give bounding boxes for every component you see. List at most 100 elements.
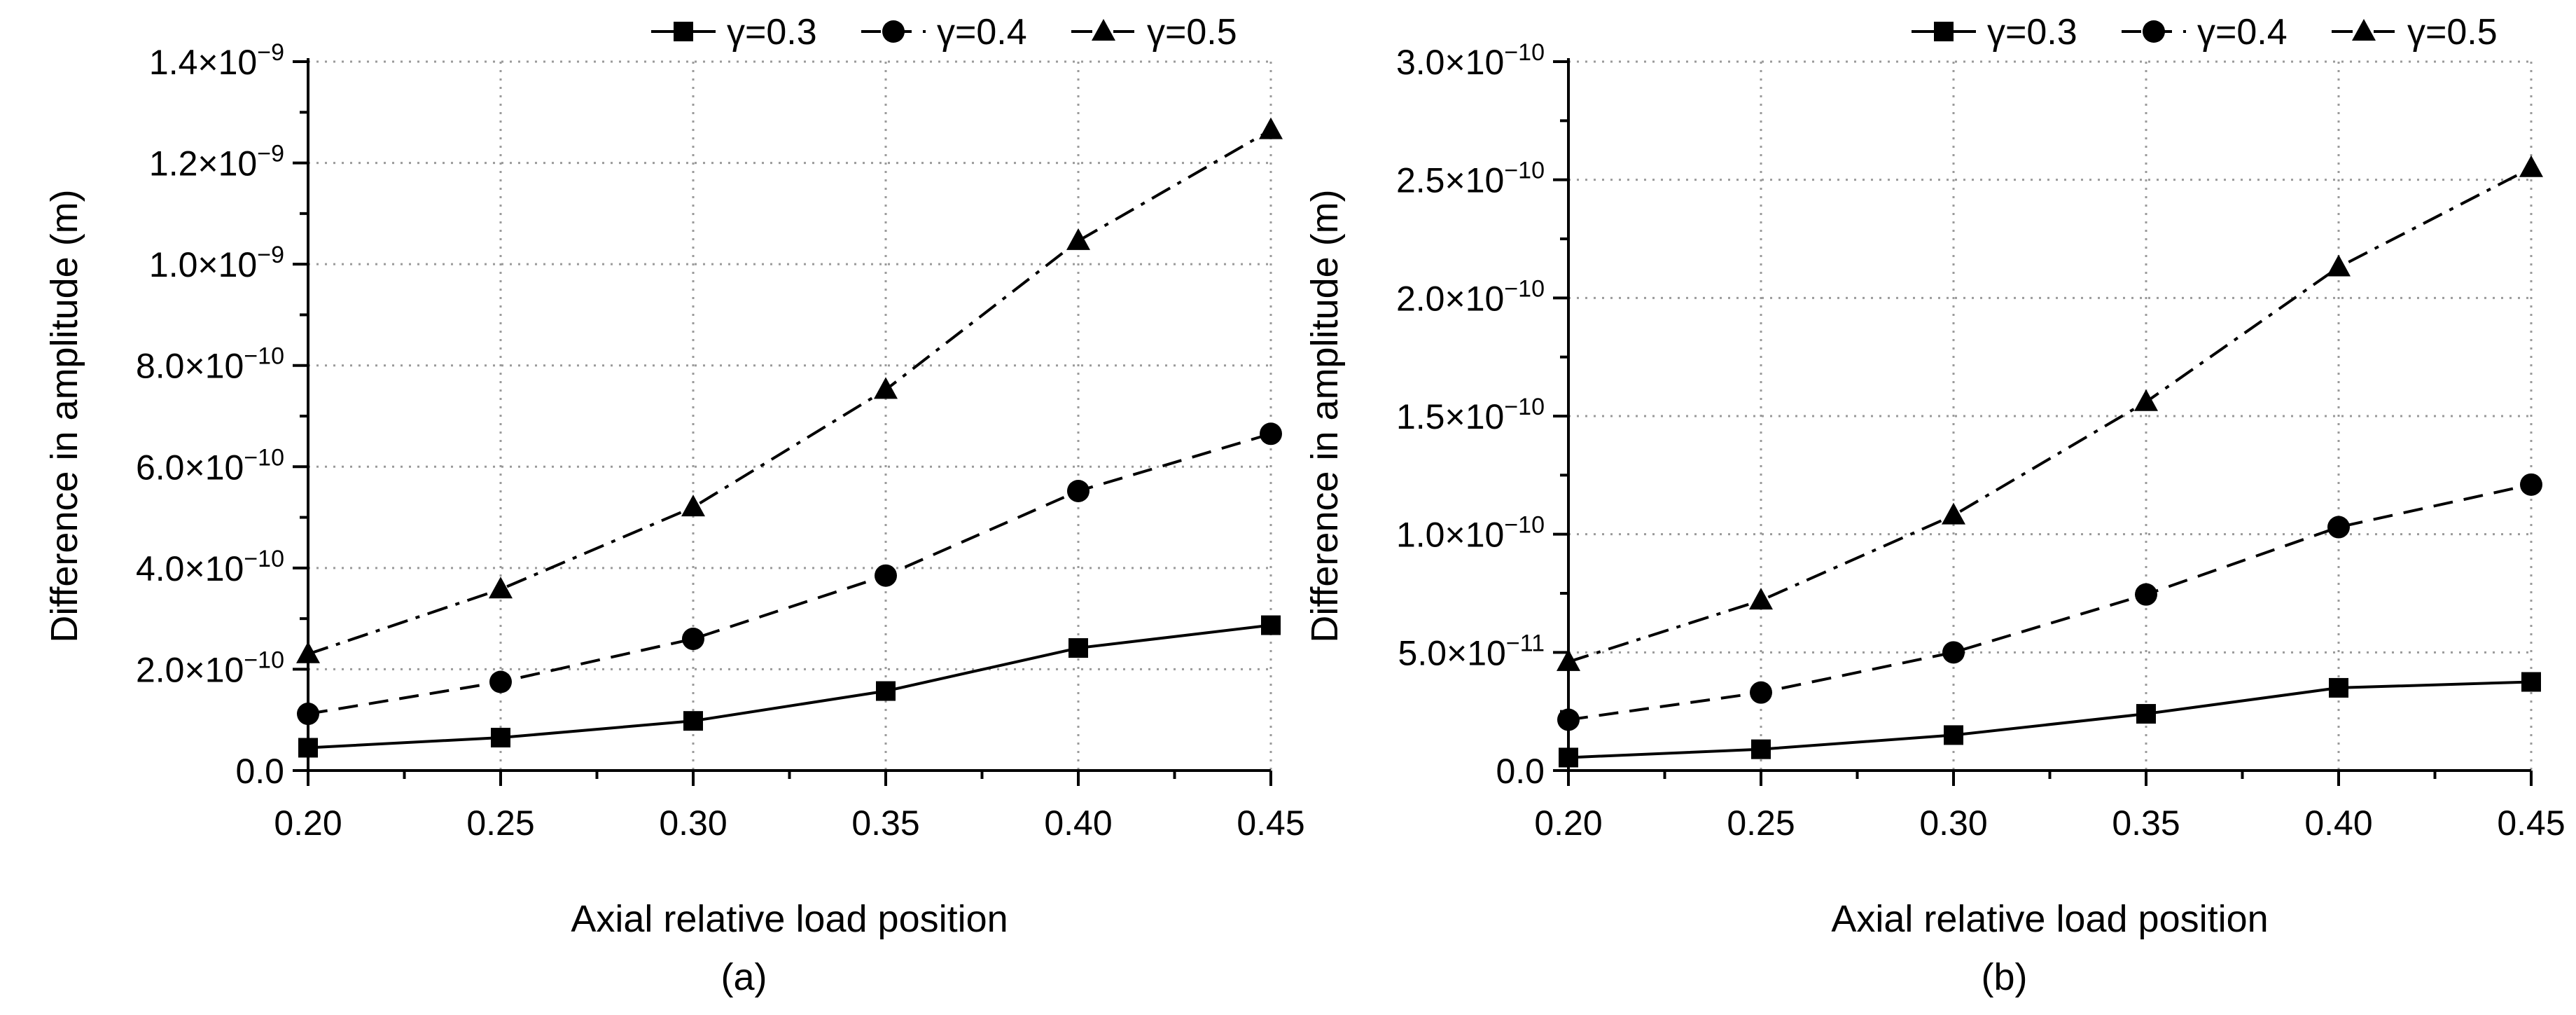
x-tick-label: 0.30 [659,803,727,843]
y-tick-exponent: −10 [244,647,284,673]
panel-label: (b) [1982,956,2028,998]
x-tick-label: 0.25 [466,803,534,843]
x-tick-label: 0.30 [1919,803,1987,843]
panel-label: (a) [721,956,767,998]
y-tick-exponent: −10 [1504,394,1545,420]
data-point [875,564,897,587]
y-tick-exponent: −11 [1506,630,1545,656]
y-tick-exponent: −10 [1504,275,1545,302]
y-tick-label: 2.0×10−10 [1396,275,1545,318]
y-tick-mantissa: 2.5×10 [1396,161,1504,200]
x-tick-label: 0.35 [851,803,919,843]
data-point [1067,479,1089,502]
y-tick-label: 5.0×10−11 [1398,630,1545,672]
x-tick-label: 0.45 [2497,803,2565,843]
y-tick-mantissa: 1.5×10 [1396,397,1504,436]
data-point [2327,254,2351,277]
legend: γ=0.3 γ=0.4 γ=0.5 [651,12,1237,53]
legend-marker [2143,20,2165,43]
y-tick-exponent: −9 [257,242,284,268]
data-point [2519,155,2543,177]
y-tick-exponent: −9 [257,39,284,66]
legend-marker [2352,19,2376,41]
series-line [1568,680,2532,759]
data-point [874,377,898,399]
y-tick-label: 2.0×10−10 [136,647,284,689]
data-point [682,628,704,651]
data-point [1942,641,1965,664]
y-tick-mantissa: 4.0×10 [136,549,244,588]
x-tick-label: 0.40 [1044,803,1112,843]
data-point [1261,615,1281,635]
legend-label: γ=0.5 [1147,12,1237,53]
y-tick-mantissa: 5.0×10 [1398,633,1506,672]
data-point [2136,704,2156,724]
legend: γ=0.3 γ=0.4 γ=0.5 [1912,12,2498,53]
series-1 [297,422,1282,726]
series-line [1568,167,2532,663]
series-line [1568,483,2532,721]
data-point [2135,583,2157,606]
data-point [1559,747,1578,768]
data-point [683,711,703,731]
y-tick-label: 1.0×10−9 [149,242,284,284]
x-axis-title: Axial relative load position [571,898,1008,940]
x-tick-label: 0.40 [2304,803,2372,843]
data-point [491,728,510,748]
x-tick-label: 0.25 [1727,803,1795,843]
data-point [2134,389,2158,411]
x-axis-title: Axial relative load position [1831,898,2268,940]
y-tick-exponent: −10 [1504,512,1545,539]
legend-marker [882,20,905,43]
data-point [297,703,319,726]
legend-label: γ=0.3 [1987,12,2077,53]
data-point [1259,117,1283,139]
data-point [489,670,512,693]
y-tick-exponent: −9 [257,141,284,167]
y-tick-exponent: −10 [244,343,284,370]
y-tick-label: 0.0 [1496,752,1545,791]
data-point [2329,677,2348,698]
y-tick-label: 4.0×10−10 [136,546,284,588]
legend-label: γ=0.4 [937,12,1027,53]
y-tick-exponent: −10 [244,546,284,572]
data-point [2521,672,2541,692]
y-tick-mantissa: 2.0×10 [1396,279,1504,318]
chart-panel-1: 0.20 0.25 0.30 0.35 0.40 0.45 0.0 5.0×10−11 1.0×… [1304,12,2565,998]
y-tick-mantissa: 6.0×10 [136,448,244,487]
data-point [681,495,705,517]
legend-label: γ=0.5 [2407,12,2498,53]
y-tick-exponent: −10 [1504,158,1545,184]
series-1 [1557,473,2542,731]
data-point [2520,473,2542,496]
series-line [307,128,1272,656]
data-point [1260,422,1282,446]
series-line [307,432,1272,716]
data-point [1066,228,1090,250]
legend-label: γ=0.3 [727,12,817,53]
data-point [1942,502,1965,525]
y-tick-label: 0.0 [235,752,284,791]
x-tick-label: 0.20 [274,803,342,843]
y-tick-mantissa: 2.0×10 [136,650,244,689]
data-point [296,641,320,663]
data-point [1749,588,1773,610]
x-tick-label: 0.35 [2112,803,2180,843]
series-0 [298,615,1281,758]
y-tick-label: 3.0×10−10 [1396,39,1545,82]
y-tick-label: 2.5×10−10 [1396,158,1545,200]
y-tick-mantissa: 1.0×10 [1396,516,1504,555]
data-point [298,738,318,758]
y-tick-mantissa: 0.0 [1496,752,1545,791]
series-line [307,623,1272,750]
y-tick-exponent: −10 [1504,39,1545,66]
legend-marker [1934,22,1954,41]
data-point [1557,649,1580,671]
y-tick-label: 1.0×10−10 [1396,512,1545,555]
y-tick-mantissa: 1.0×10 [149,245,257,284]
y-tick-exponent: −10 [244,444,284,471]
y-tick-mantissa: 1.2×10 [149,144,257,184]
y-tick-label: 1.2×10−9 [149,141,284,184]
y-tick-mantissa: 8.0×10 [136,347,244,386]
